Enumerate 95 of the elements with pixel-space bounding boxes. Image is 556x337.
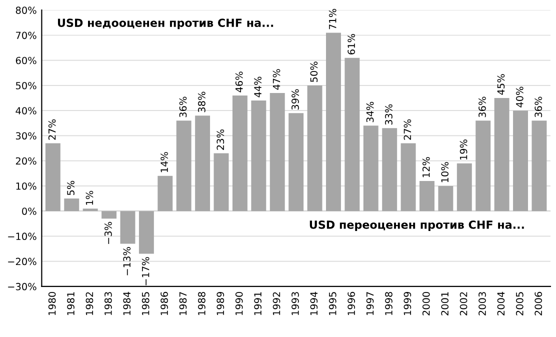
bar <box>102 211 117 219</box>
bar <box>513 110 528 212</box>
x-tick-label: 2001 <box>441 292 449 316</box>
y-tick-label: 0% <box>22 208 36 215</box>
x-tick-label: 1991 <box>254 292 262 315</box>
x-tick-label: 1996 <box>348 292 355 315</box>
data-label: 5% <box>67 180 74 195</box>
bar <box>82 208 98 212</box>
y-tick-label: −30% <box>8 282 36 290</box>
x-tick-label: 2003 <box>478 292 486 316</box>
bar <box>456 163 472 212</box>
data-label: 27% <box>48 119 56 140</box>
bar <box>214 153 229 212</box>
x-tick-label: 1989 <box>216 292 224 315</box>
bar <box>438 186 454 212</box>
x-tick-label: 2006 <box>534 292 542 316</box>
y-tick-label: 30% <box>16 132 36 140</box>
data-label: 23% <box>216 129 224 150</box>
x-tick-label: 2004 <box>497 292 505 316</box>
x-tick-label: 1981 <box>67 292 74 315</box>
bar <box>64 198 80 212</box>
y-tick-label: 40% <box>16 107 36 114</box>
x-tick-label: 1993 <box>292 292 299 315</box>
x-tick-label: 1994 <box>310 292 318 315</box>
y-tick-label: 10% <box>16 182 36 190</box>
data-label: −13% <box>123 247 131 276</box>
bar <box>176 120 192 212</box>
data-label: 34% <box>366 102 374 122</box>
data-label: 45% <box>497 74 505 95</box>
data-label: 14% <box>160 152 168 172</box>
x-tick-label: 2005 <box>516 292 524 316</box>
y-tick-label: −10% <box>8 232 36 240</box>
data-label: 1% <box>86 190 94 205</box>
data-label: 39% <box>292 89 299 110</box>
y-tick-label: 20% <box>16 157 36 165</box>
bar <box>307 85 322 212</box>
bar <box>344 58 360 212</box>
x-tick-label: 1987 <box>179 292 187 315</box>
x-tick-label: 2000 <box>422 292 430 316</box>
bar <box>363 126 378 212</box>
bar <box>400 143 416 212</box>
bar <box>195 116 210 212</box>
bar <box>288 113 304 212</box>
bar <box>326 32 341 212</box>
bar <box>420 180 434 212</box>
x-tick-label: 1985 <box>142 292 150 315</box>
x-tick-label: 1992 <box>272 292 280 315</box>
data-label: 40% <box>516 86 524 108</box>
data-label: 12% <box>422 157 430 178</box>
x-tick-label: 2002 <box>460 292 468 316</box>
data-label: 10% <box>441 162 449 182</box>
data-label: 50% <box>310 62 318 82</box>
data-label: 33% <box>385 104 392 125</box>
data-label: 61% <box>348 34 355 54</box>
bar <box>270 93 285 212</box>
x-tick-label: 1999 <box>404 292 412 315</box>
x-tick-label: 1998 <box>385 292 392 315</box>
data-label: −17% <box>142 257 150 286</box>
bar <box>158 176 173 212</box>
bar <box>120 211 136 244</box>
y-tick-label: −20% <box>8 258 36 266</box>
x-tick-label: 1995 <box>328 292 336 315</box>
data-label: 44% <box>254 76 262 98</box>
data-label: 27% <box>404 119 412 140</box>
data-label: −3% <box>104 222 112 244</box>
bar <box>494 98 510 212</box>
annotation: USD недооценен против CHF на... <box>58 18 274 30</box>
bar <box>138 211 154 254</box>
data-label: 36% <box>478 96 486 118</box>
bar <box>532 120 547 212</box>
x-tick-label: 1990 <box>235 292 243 315</box>
bar <box>382 128 398 212</box>
data-label: 46% <box>235 72 243 92</box>
x-tick-label: 1983 <box>104 292 112 315</box>
data-label: 36% <box>179 96 187 118</box>
data-label: 19% <box>460 140 468 160</box>
x-tick-label: 1980 <box>48 292 56 315</box>
y-tick-label: 70% <box>16 32 36 40</box>
y-tick-label: 80% <box>16 6 36 14</box>
x-tick-label: 1988 <box>198 292 206 315</box>
data-label: 71% <box>328 8 336 30</box>
bar <box>45 143 60 212</box>
bar <box>476 120 491 212</box>
x-tick-label: 1982 <box>86 292 94 315</box>
x-tick-label: 1997 <box>366 292 374 315</box>
bar <box>232 96 248 212</box>
y-tick-label: 60% <box>16 56 36 64</box>
data-label: 47% <box>272 69 280 90</box>
data-label: 36% <box>534 96 542 118</box>
bar <box>251 100 266 212</box>
data-label: 38% <box>198 92 206 112</box>
annotation: USD переоценен против CHF на... <box>310 220 524 232</box>
y-tick-label: 50% <box>16 82 36 90</box>
x-tick-label: 1986 <box>160 292 168 315</box>
x-tick-label: 1984 <box>123 292 131 315</box>
